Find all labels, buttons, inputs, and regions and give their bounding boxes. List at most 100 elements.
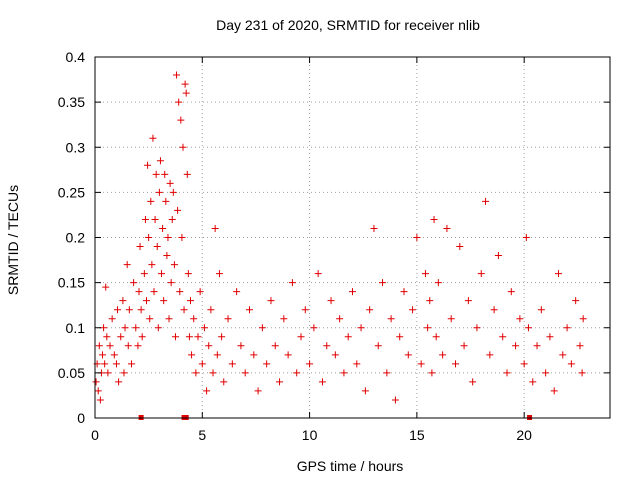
data-point	[288, 279, 296, 287]
data-point	[171, 333, 179, 341]
data-point	[156, 157, 164, 165]
data-point	[153, 243, 161, 251]
data-point	[99, 351, 107, 359]
data-point	[383, 369, 391, 377]
data-point	[314, 270, 322, 278]
chart-title: Day 231 of 2020, SRMTID for receiver nli…	[216, 17, 480, 33]
data-point	[490, 306, 498, 314]
data-point	[112, 360, 120, 368]
data-point	[464, 297, 472, 305]
data-point	[140, 270, 148, 278]
data-point	[524, 324, 532, 332]
data-point	[428, 369, 436, 377]
data-point	[228, 360, 236, 368]
grid-lines	[95, 57, 610, 418]
data-point	[241, 369, 249, 377]
data-point	[218, 333, 226, 341]
data-point	[123, 261, 131, 269]
data-point	[555, 270, 562, 278]
data-point	[145, 234, 153, 241]
data-point	[567, 360, 575, 368]
data-point	[198, 360, 206, 368]
data-point	[374, 342, 382, 350]
data-point	[276, 378, 284, 386]
data-point	[94, 387, 102, 395]
data-point	[336, 315, 344, 323]
data-point	[477, 270, 485, 278]
data-point	[170, 261, 178, 269]
y-tick-label: 0.1	[66, 320, 86, 336]
data-point	[237, 342, 245, 350]
data-point	[447, 315, 455, 323]
data-point	[205, 342, 213, 350]
data-point	[188, 351, 196, 359]
data-point	[159, 224, 167, 232]
data-point	[400, 288, 408, 296]
data-point	[473, 324, 481, 332]
data-point	[215, 270, 223, 278]
data-point	[563, 324, 571, 332]
y-axis-label: SRMTID / TECUs	[5, 185, 21, 295]
data-point	[499, 333, 507, 341]
data-point	[516, 315, 524, 323]
data-point	[469, 378, 477, 386]
data-point	[258, 324, 266, 332]
data-point	[135, 288, 143, 296]
data-point	[175, 98, 183, 106]
data-point	[267, 297, 275, 305]
data-point	[137, 306, 145, 314]
data-point	[184, 270, 192, 278]
y-tick-label: 0.25	[58, 184, 85, 200]
data-point	[144, 161, 152, 169]
data-point	[200, 324, 208, 332]
data-point	[161, 170, 169, 178]
data-point	[162, 197, 170, 205]
data-point	[349, 288, 356, 296]
data-point	[164, 234, 172, 241]
data-point	[387, 315, 395, 323]
data-point	[143, 297, 150, 305]
data-point	[100, 324, 108, 332]
data-point	[344, 333, 352, 341]
data-point	[173, 71, 181, 79]
data-point	[148, 261, 156, 269]
data-point	[482, 197, 490, 205]
data-point	[96, 396, 104, 404]
data-point	[486, 351, 494, 359]
data-point	[138, 333, 146, 341]
data-point	[421, 270, 429, 278]
data-point	[101, 360, 109, 368]
data-point	[134, 342, 142, 350]
data-point	[185, 333, 193, 341]
data-point	[537, 306, 545, 314]
data-point	[271, 342, 279, 350]
data-point	[167, 279, 175, 287]
data-point	[203, 387, 211, 395]
y-tick-label: 0.05	[58, 365, 85, 381]
data-point	[117, 333, 125, 341]
data-point	[104, 369, 112, 377]
data-point	[327, 297, 335, 305]
data-point	[115, 378, 123, 386]
y-tick-label: 0.35	[58, 94, 85, 110]
data-point	[353, 360, 361, 368]
data-point	[424, 324, 432, 332]
data-point	[158, 270, 166, 278]
data-point	[559, 351, 567, 359]
data-point	[114, 306, 122, 314]
data-point	[507, 288, 515, 296]
data-point	[102, 283, 110, 291]
data-point	[163, 252, 171, 260]
data-point	[177, 116, 185, 124]
data-point	[186, 297, 194, 305]
data-point	[166, 179, 174, 187]
data-point	[579, 315, 587, 323]
x-tick-label: 0	[91, 427, 99, 443]
data-point	[103, 333, 111, 341]
data-point	[417, 360, 425, 368]
data-point	[180, 306, 188, 314]
data-point	[512, 342, 520, 350]
data-point	[147, 197, 155, 205]
data-point	[284, 351, 292, 359]
x-axis-label: GPS time / hours	[297, 458, 404, 474]
